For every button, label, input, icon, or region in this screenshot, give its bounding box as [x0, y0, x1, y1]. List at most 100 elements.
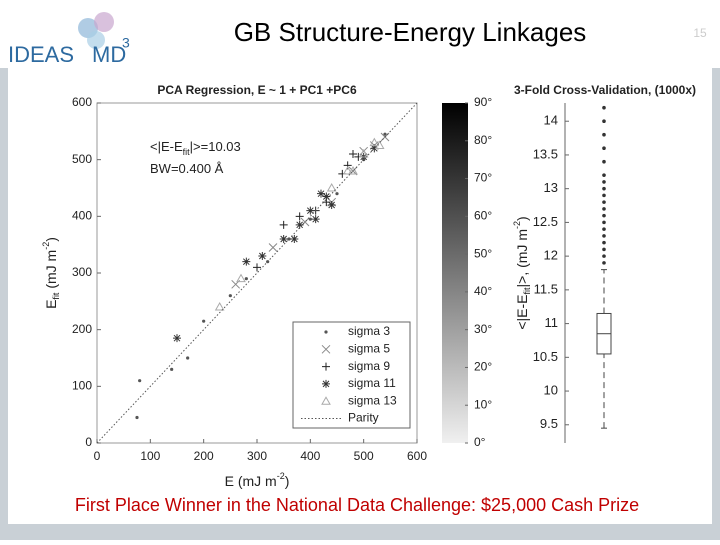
- logo-circle: [87, 31, 105, 49]
- y-tick-label: 100: [72, 379, 92, 393]
- x-axis-label: E (mJ m-2): [225, 471, 290, 488]
- x-tick-label: 500: [354, 449, 374, 463]
- y-tick-label: 0: [85, 435, 92, 449]
- label-part: fit: [522, 287, 532, 295]
- point: [327, 201, 336, 209]
- label-part: (mJ m: [43, 250, 59, 293]
- legend-label: sigma 9: [348, 359, 390, 373]
- label-part: |>=10.03: [190, 139, 241, 154]
- legend-marker: [322, 362, 330, 371]
- label-part: fit: [51, 292, 61, 300]
- outlier: [602, 105, 606, 110]
- outlier: [602, 119, 606, 124]
- x-tick-label: 600: [407, 449, 427, 463]
- colorbar-label: 10°: [474, 397, 492, 411]
- outlier: [602, 207, 606, 211]
- legend-marker: [321, 344, 331, 354]
- colorbar-label: 90°: [474, 95, 492, 109]
- legend-label: sigma 5: [348, 341, 390, 355]
- point: [138, 379, 142, 383]
- point: [317, 189, 325, 198]
- y-tick-label: 14: [544, 113, 558, 128]
- point: [358, 148, 369, 158]
- y-tick-label: 10.5: [533, 349, 558, 364]
- point: [242, 257, 251, 266]
- label-part: -2: [41, 242, 51, 250]
- point: [173, 334, 181, 343]
- y-axis-label: Efit (mJ m-2): [41, 237, 61, 309]
- point: [228, 294, 232, 298]
- label-part: |>, (mJ m: [514, 229, 530, 287]
- annotation: BW=0.400 Å: [150, 161, 224, 176]
- legend-label: sigma 11: [348, 376, 396, 390]
- footer: First Place Winner in the National Data …: [75, 495, 639, 515]
- colorbar-label: 20°: [474, 360, 492, 374]
- chart-title: PCA Regression, E ~ 1 + PC1 +PC6: [157, 83, 357, 97]
- label-part: E (mJ m: [225, 473, 277, 489]
- point: [290, 235, 299, 243]
- legend-label: sigma 3: [348, 324, 390, 338]
- point: [311, 215, 320, 224]
- logo-text: IDEAS: [8, 42, 74, 67]
- legend-marker: [324, 330, 328, 334]
- y-tick-label: 10: [544, 382, 558, 397]
- content-area: [8, 68, 712, 524]
- colorbar-label: 30°: [474, 322, 492, 336]
- point: [253, 263, 261, 272]
- point: [268, 243, 278, 252]
- label-part: ): [514, 216, 530, 221]
- logo-md: MD: [92, 42, 126, 67]
- point: [342, 165, 353, 175]
- y-tick-label: 12: [544, 248, 558, 263]
- header-band: [0, 0, 720, 68]
- point: [186, 356, 190, 360]
- point: [369, 137, 380, 147]
- label-part: ): [43, 237, 59, 242]
- y-tick-label: 13: [544, 180, 558, 195]
- chart-title: 3-Fold Cross-Validation, (1000x): [514, 83, 696, 97]
- outlier: [602, 180, 606, 184]
- point: [326, 182, 337, 192]
- point: [335, 192, 339, 196]
- label-part: <|E-E: [514, 295, 530, 330]
- label-part: -2: [277, 471, 285, 481]
- y-tick-label: 600: [72, 95, 92, 109]
- outlier: [602, 200, 606, 204]
- point: [170, 367, 174, 371]
- point: [135, 415, 139, 420]
- colorbar: [442, 103, 468, 443]
- outlier: [602, 159, 606, 164]
- point: [236, 273, 246, 283]
- legend-box: [292, 321, 411, 429]
- logo-sup: 3: [122, 35, 130, 51]
- outlier: [602, 213, 606, 218]
- legend-marker: [322, 379, 330, 388]
- colorbar-label: 80°: [474, 133, 492, 147]
- point: [279, 220, 288, 229]
- y-tick-label: 11: [545, 315, 559, 330]
- slide-title: GB Structure-Energy Linkages: [234, 17, 587, 47]
- outlier: [602, 240, 606, 245]
- colorbar-label: 50°: [474, 246, 492, 260]
- point: [306, 206, 315, 215]
- outlier: [602, 132, 606, 137]
- point: [214, 301, 225, 311]
- y-tick-label: 13.5: [533, 146, 558, 161]
- parity-line: [96, 102, 418, 444]
- colorbar-label: 40°: [474, 284, 492, 298]
- legend-label: sigma 13: [348, 393, 397, 407]
- outlier: [602, 227, 606, 231]
- point: [258, 252, 267, 260]
- y-tick-label: 200: [72, 322, 92, 336]
- outlier: [602, 220, 606, 225]
- x-tick-label: 100: [140, 449, 160, 463]
- outlier: [602, 173, 606, 177]
- y-tick-label: 400: [72, 209, 92, 223]
- label-part: E: [43, 300, 59, 309]
- outlier: [602, 146, 606, 150]
- label-part: fit: [183, 147, 191, 157]
- point: [383, 132, 387, 136]
- y-tick-label: 12.5: [533, 214, 558, 229]
- x-tick-label: 400: [300, 449, 320, 463]
